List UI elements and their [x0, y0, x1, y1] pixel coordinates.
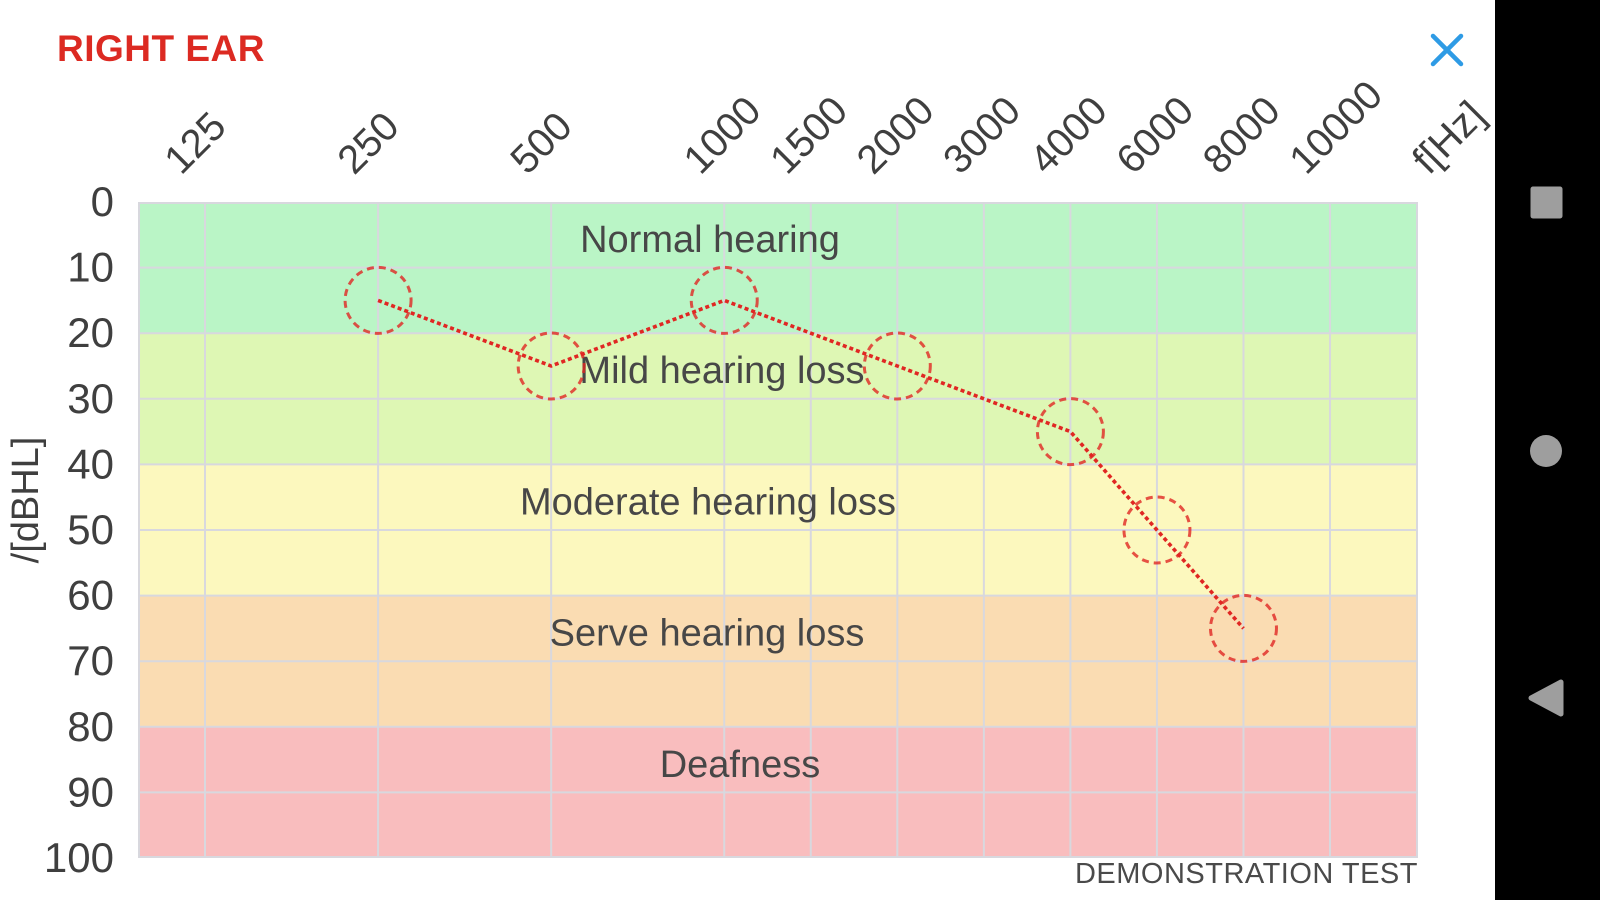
data-point-2000hz[interactable]	[862, 331, 932, 401]
data-point-4000hz[interactable]	[1035, 397, 1105, 467]
x-tick-label: 1000	[675, 88, 769, 182]
x-axis-unit-label: f[Hz]	[1404, 93, 1493, 182]
recents-button[interactable]	[1522, 178, 1570, 226]
close-button[interactable]	[1423, 27, 1471, 75]
close-icon	[1430, 33, 1464, 67]
y-tick-label: 60	[67, 572, 114, 619]
y-tick-label: 90	[67, 768, 114, 815]
x-tick-label: 250	[329, 104, 407, 182]
home-circle-icon	[1530, 435, 1562, 467]
y-tick-label: 10	[67, 244, 114, 291]
recents-square-icon	[1530, 186, 1562, 218]
y-tick-label: 40	[67, 440, 114, 487]
x-tick-label: 500	[502, 104, 580, 182]
zone-label: Mild hearing loss	[579, 350, 864, 392]
y-tick-label: 80	[67, 703, 114, 750]
x-tick-label: 3000	[935, 88, 1029, 182]
home-button[interactable]	[1522, 427, 1570, 475]
y-tick-label: 100	[44, 834, 114, 881]
x-tick-label: 1500	[762, 88, 856, 182]
y-tick-label: 70	[67, 637, 114, 684]
data-point-8000hz[interactable]	[1208, 593, 1278, 663]
x-tick-label: 10000	[1281, 73, 1391, 183]
android-nav-bar	[1495, 0, 1600, 900]
back-button[interactable]	[1522, 674, 1570, 722]
x-tick-label: 4000	[1022, 88, 1116, 182]
zone-label: Moderate hearing loss	[520, 481, 896, 523]
y-axis-title: /[dBHL]	[5, 437, 47, 564]
plot-border	[138, 202, 1418, 858]
ear-title: RIGHT EAR	[57, 28, 265, 69]
data-point-1000hz[interactable]	[689, 265, 759, 335]
x-tick-label: 125	[156, 104, 234, 182]
zone-label: Normal hearing	[580, 219, 840, 261]
x-tick-label: 6000	[1108, 88, 1202, 182]
x-tick-label: 8000	[1195, 88, 1289, 182]
y-tick-label: 50	[67, 506, 114, 553]
back-triangle-icon	[1528, 679, 1564, 717]
zone-label: Serve hearing loss	[550, 613, 865, 655]
y-tick-label: 30	[67, 375, 114, 422]
zone-label: Deafness	[660, 744, 821, 786]
threshold-line	[377, 298, 1245, 630]
x-tick-label: 2000	[849, 88, 943, 182]
y-tick-label: 20	[67, 309, 114, 356]
data-point-6000hz[interactable]	[1122, 495, 1192, 565]
data-point-250hz[interactable]	[343, 265, 413, 335]
data-point-500hz[interactable]	[516, 331, 586, 401]
y-tick-label: 0	[91, 178, 114, 225]
demonstration-test-label: DEMONSTRATION TEST	[1074, 858, 1418, 890]
